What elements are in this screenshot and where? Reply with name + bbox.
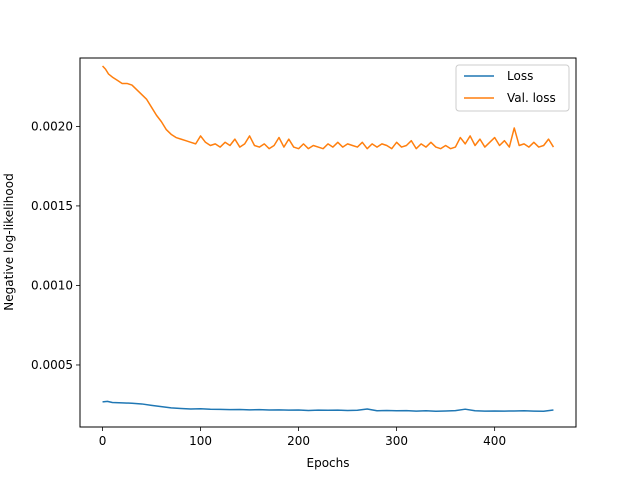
x-tick-label: 100 — [189, 434, 212, 448]
x-tick-label: 0 — [99, 434, 107, 448]
series-line-val-loss — [101, 65, 555, 150]
legend-label-val-loss: Val. loss — [507, 91, 556, 105]
x-axis-label: Epochs — [307, 456, 350, 470]
y-tick-label: 0.0015 — [31, 199, 73, 213]
y-tick-label: 0.0020 — [31, 119, 73, 133]
x-tick-label: 400 — [483, 434, 506, 448]
y-tick-label: 0.0010 — [31, 278, 73, 292]
series-line-loss — [102, 400, 554, 412]
x-tick-label: 200 — [287, 434, 310, 448]
legend-label-loss: Loss — [507, 69, 533, 83]
x-tick-label: 300 — [385, 434, 408, 448]
x-axis-ticks: 0 100 200 300 400 — [99, 427, 506, 448]
y-axis-ticks: 0.0005 0.0010 0.0015 0.0020 — [31, 119, 80, 372]
legend: Loss Val. loss — [455, 64, 570, 112]
y-axis-label: Negative log-likelihood — [2, 173, 16, 310]
plot-lines — [101, 65, 555, 412]
plot-frame — [79, 57, 577, 428]
y-tick-label: 0.0005 — [31, 358, 73, 372]
